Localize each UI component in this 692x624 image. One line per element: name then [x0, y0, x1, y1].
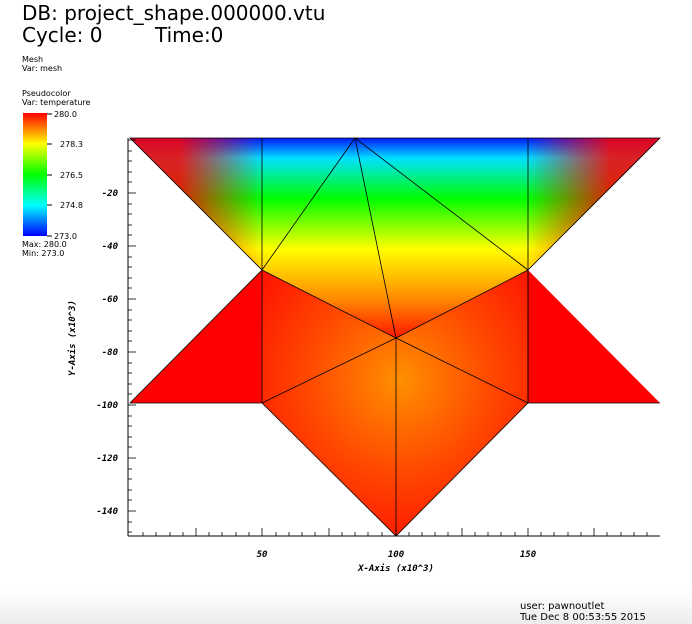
x-tick-label: 100 — [388, 550, 405, 560]
legend-min-label: Min: 273.0 — [22, 249, 65, 258]
upper-cold-region — [130, 138, 660, 338]
x-axis-ticks — [142, 528, 648, 536]
y-tick-label: -80 — [102, 348, 119, 358]
mesh-lines — [129, 137, 661, 537]
y-tick-label: -120 — [96, 454, 118, 464]
x-tick-label: 50 — [257, 550, 268, 560]
colorbar-label-3: 276.5 — [60, 171, 83, 180]
colorbar — [23, 113, 47, 236]
mesh-legend-var: Var: mesh — [22, 64, 63, 73]
legend-max-label: Max: 280.0 — [22, 240, 67, 249]
date-label: Tue Dec 8 00:53:55 2015 — [520, 612, 646, 623]
footer-band — [0, 590, 692, 624]
colorbar-label-4: 274.8 — [60, 201, 83, 210]
mesh-legend-title: Mesh — [22, 55, 44, 64]
y-tick-label: -40 — [102, 242, 119, 252]
colorbar-label-max: 280.0 — [54, 110, 77, 119]
x-axis-title: X-Axis (x10^3) — [357, 563, 434, 574]
right-wing — [528, 270, 660, 403]
x-tick-label: 150 — [520, 550, 537, 560]
y-tick-label: -140 — [96, 507, 118, 517]
y-tick-label: -20 — [102, 189, 119, 199]
colorbar-label-min: 273.0 — [54, 232, 77, 241]
cycle-label: Cycle: 0 — [22, 23, 103, 47]
user-label: user: pawnoutlet — [520, 601, 605, 612]
database-title: DB: project_shape.000000.vtu — [22, 1, 326, 25]
y-axis-title: Y-Axis (x10^3) — [67, 300, 78, 376]
colorbar-ticks — [47, 113, 52, 237]
y-axis-ticks — [128, 139, 136, 533]
y-tick-label: -100 — [96, 401, 118, 411]
y-tick-label: -60 — [102, 295, 119, 305]
time-label: Time:0 — [155, 23, 224, 47]
pseudocolor-legend-title: Pseudocolor — [22, 89, 71, 98]
colorbar-label-2: 278.3 — [60, 140, 83, 149]
pseudocolor-legend-var: Var: temperature — [22, 98, 91, 107]
